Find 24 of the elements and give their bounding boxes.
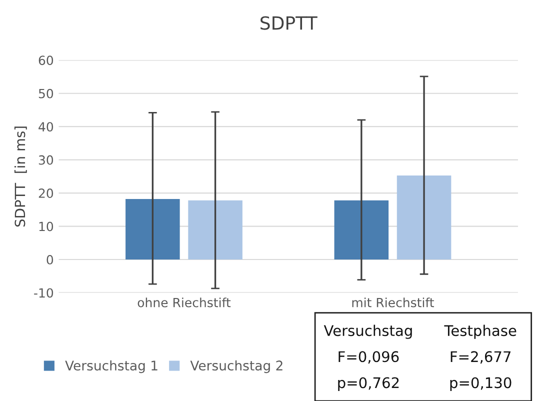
- y-axis-title: SDPTT [in ms]: [14, 126, 27, 227]
- y-tick-label: 0: [46, 254, 54, 264]
- bar: [334, 200, 389, 260]
- y-tick-label: 50: [38, 88, 54, 98]
- text: Testphase: [444, 324, 516, 339]
- text: Versuchstag: [324, 324, 412, 339]
- bar: [126, 199, 180, 260]
- bar: [396, 175, 452, 260]
- x-tick-label: mit Riechstift: [352, 298, 434, 308]
- y-tick-label: -10: [34, 288, 54, 298]
- text: p=0,130: [450, 377, 512, 392]
- y-tick-label: 20: [38, 188, 54, 198]
- text: F=0,096: [338, 351, 399, 364]
- y-tick-label: 40: [38, 122, 54, 132]
- text: p=0,762: [338, 377, 399, 392]
- x-tick-label: ohne Riechstift: [138, 298, 231, 308]
- y-tick-label: 60: [38, 56, 54, 66]
- text: F=2,677: [450, 351, 511, 364]
- chart-title: SDPTT: [260, 16, 318, 30]
- y-tick-label: 30: [38, 155, 54, 165]
- legend-label: Versuchstag 1: [65, 360, 158, 374]
- y-tick-label: 10: [39, 222, 54, 232]
- bar: [188, 200, 242, 260]
- legend-label: Versuchstag 2: [190, 360, 282, 374]
